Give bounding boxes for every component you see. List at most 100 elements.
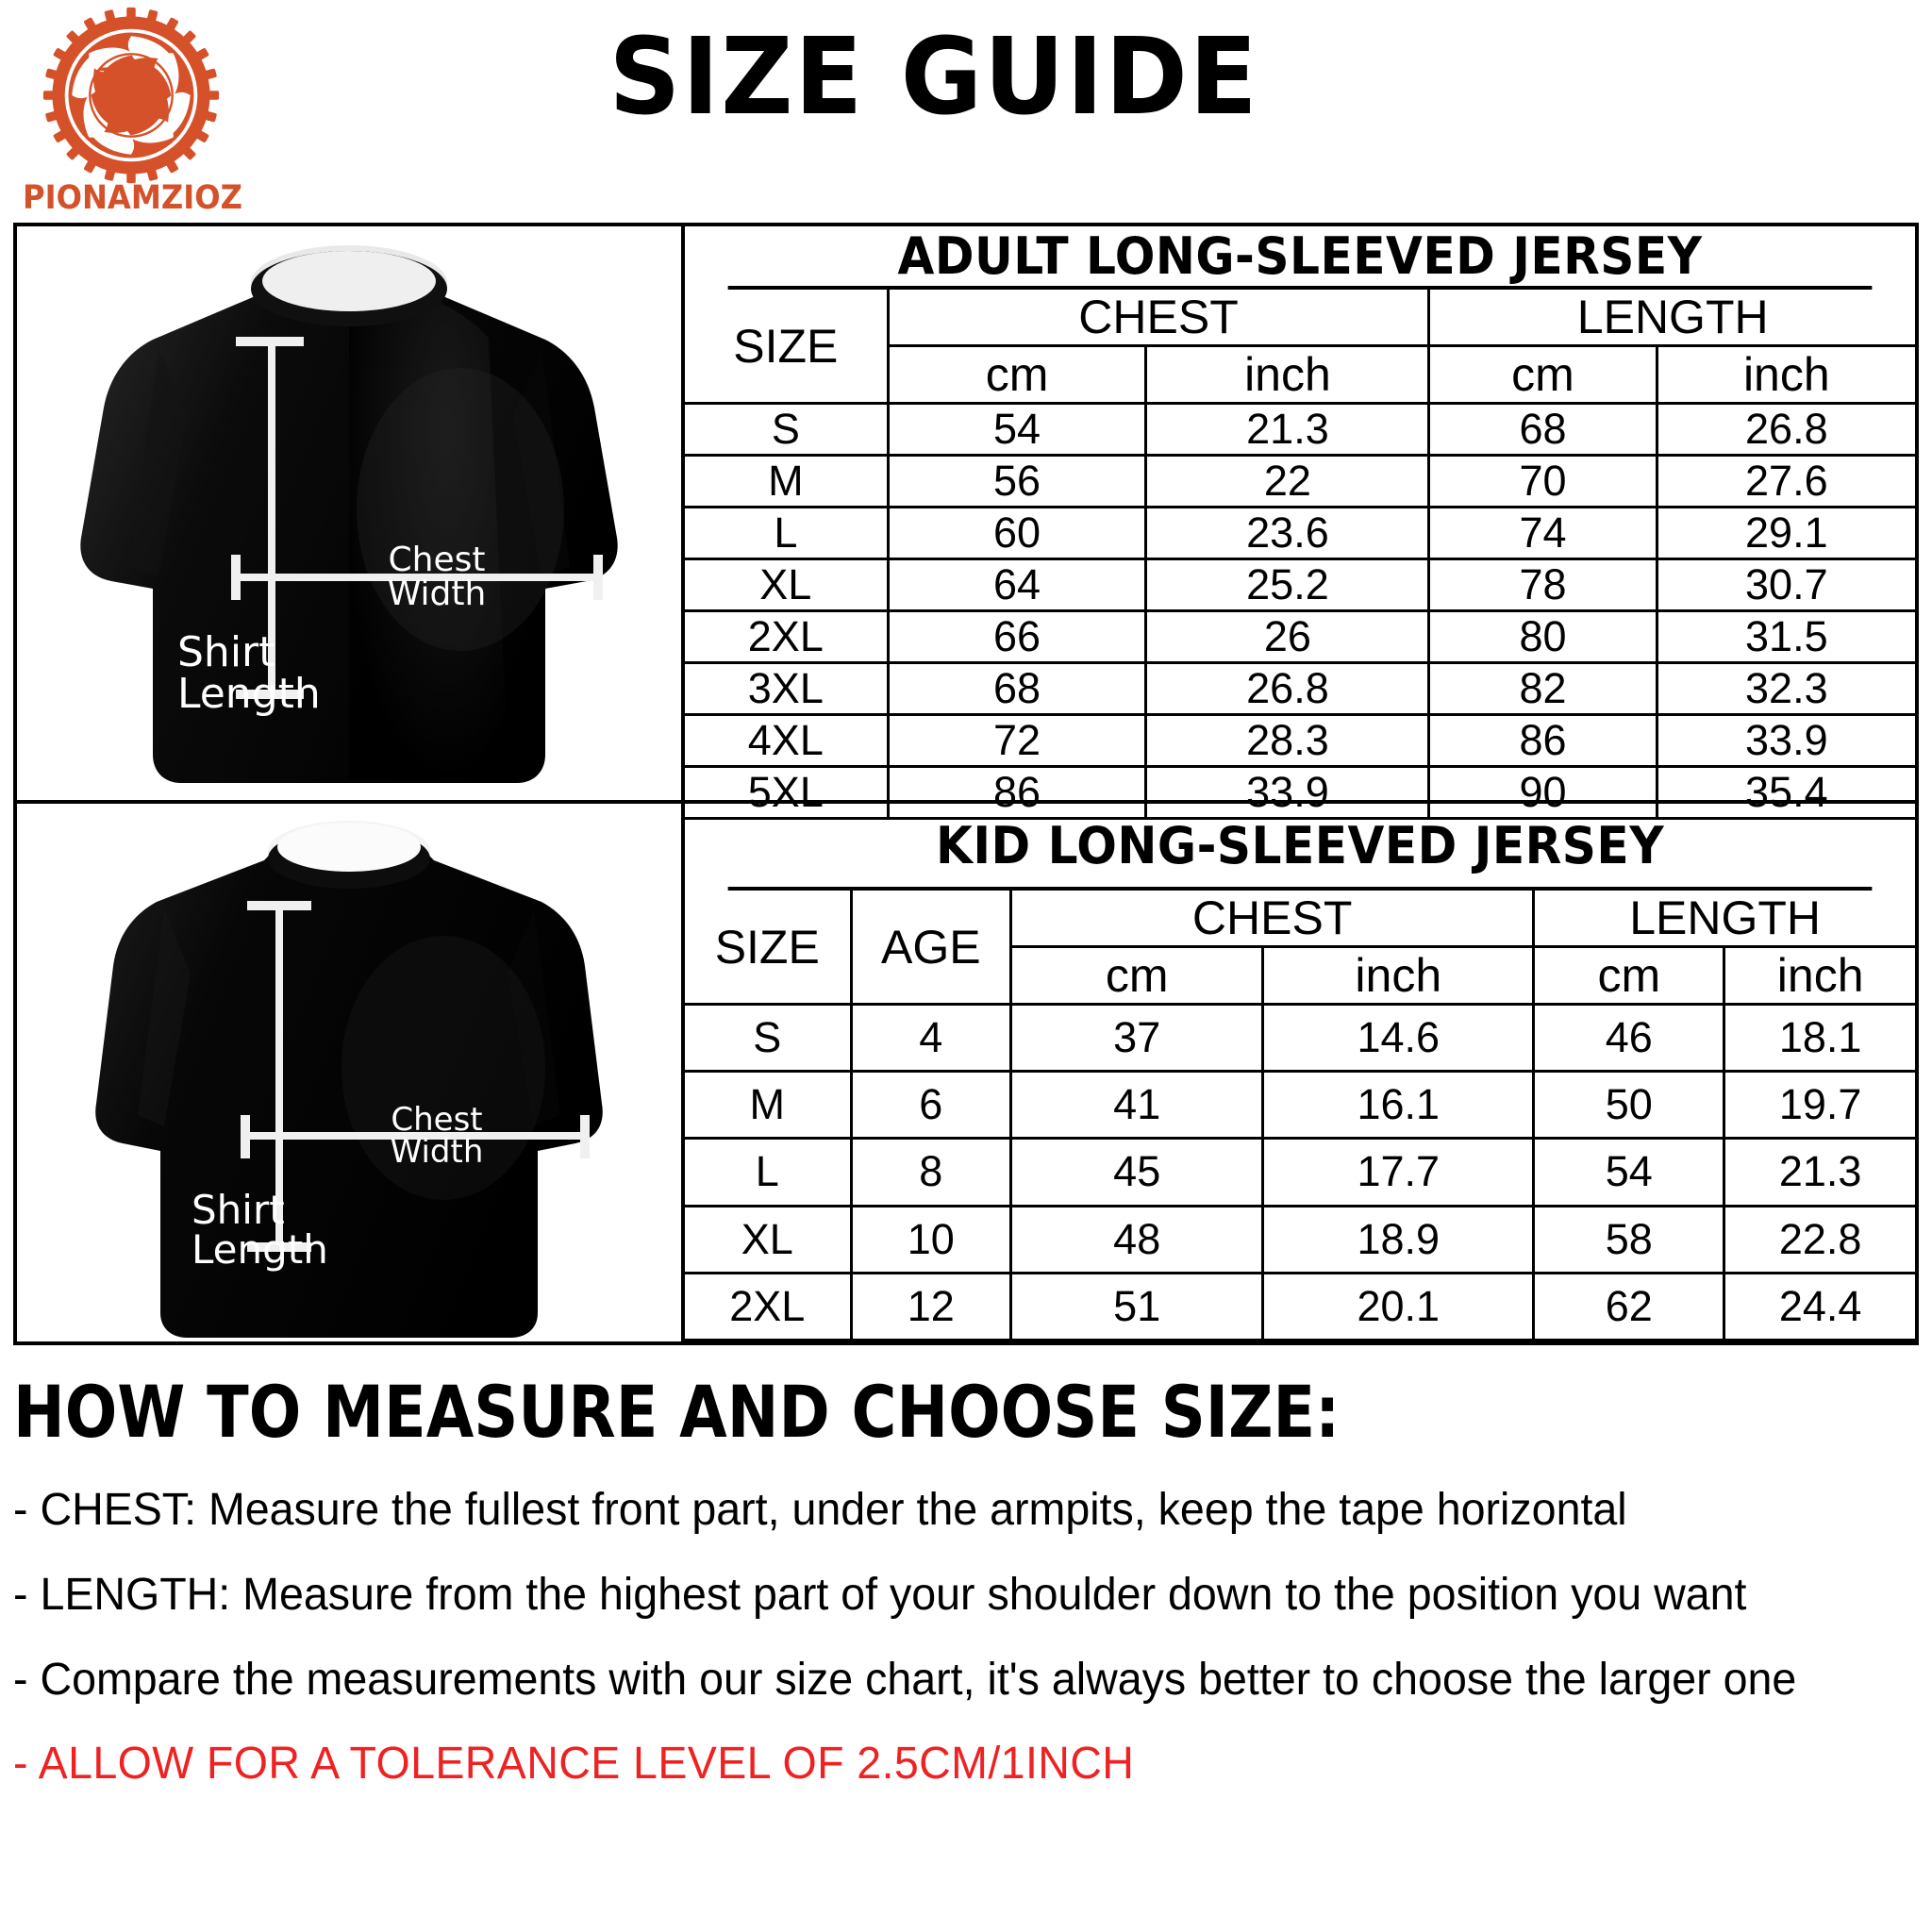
cell-length-cm: 46 [1532, 1002, 1726, 1074]
kid-jersey-icon [95, 821, 603, 1338]
illustration-column: Chest Width Shirt Length [17, 226, 685, 1341]
how-to-measure-section: HOW TO MEASURE AND CHOOSE SIZE: - CHEST:… [13, 1370, 1919, 1824]
size-chart-grid: Chest Width Shirt Length [13, 223, 1919, 1345]
cell-length-cm: 82 [1427, 661, 1658, 716]
cell-chest-inch: 25.2 [1144, 558, 1431, 612]
cell-size: 4XL [685, 713, 890, 768]
cell-chest-inch: 23.6 [1144, 506, 1431, 560]
kid-header-length-inch: inch [1723, 945, 1915, 1006]
kid-unit-header-row: cm inch cm inch [685, 945, 1915, 1006]
adult-header-chest-inch: inch [1144, 344, 1431, 405]
table-row: XL 10 48 18.9 58 22.8 [685, 1204, 1915, 1274]
cell-length-inch: 18.1 [1723, 1002, 1915, 1074]
kid-header-size: SIZE [685, 891, 853, 1006]
gear-sprocket-icon: P Z [42, 6, 221, 185]
cell-size: 3XL [685, 661, 890, 716]
brand-logo: P Z [13, 6, 249, 217]
cell-size: L [685, 506, 890, 560]
cell-length-cm: 90 [1427, 765, 1658, 820]
adult-header-size: SIZE [685, 290, 890, 405]
cell-length-inch: 33.9 [1655, 713, 1915, 768]
table-row: 5XL 86 33.9 90 35.4 [685, 765, 1915, 820]
cell-length-cm: 54 [1532, 1137, 1726, 1208]
cell-size: XL [685, 1204, 853, 1274]
instruction-chest: - CHEST: Measure the fullest front part,… [13, 1485, 1627, 1535]
page-title: SIZE GUIDE [608, 16, 1259, 139]
cell-chest-cm: 66 [886, 609, 1148, 664]
cell-size: M [685, 1070, 853, 1141]
adult-header-length-inch: inch [1655, 344, 1915, 405]
cell-length-inch: 32.3 [1655, 661, 1915, 716]
cell-length-cm: 58 [1532, 1204, 1726, 1274]
cell-length-cm: 68 [1427, 402, 1658, 457]
cell-length-inch: 31.5 [1655, 609, 1915, 664]
svg-text:P: P [97, 57, 141, 124]
table-row: M 6 41 16.1 50 19.7 [685, 1070, 1915, 1141]
kid-size-table-section: KID LONG-SLEEVED JERSEY SIZE AGE CHEST L… [685, 804, 1915, 1342]
kid-chest-width-label: Chest Width [390, 1101, 484, 1171]
cell-chest-inch: 26.8 [1144, 661, 1431, 716]
cell-length-inch: 19.7 [1723, 1070, 1915, 1141]
cell-age: 10 [849, 1204, 1013, 1274]
adult-group-header-row: SIZE CHEST LENGTH [685, 290, 1915, 405]
page-header: P Z [0, 0, 1932, 217]
cell-chest-inch: 17.7 [1261, 1137, 1536, 1208]
cell-chest-cm: 45 [1009, 1137, 1265, 1208]
table-row: M 56 22 70 27.6 [685, 454, 1915, 508]
table-row: 3XL 68 26.8 82 32.3 [685, 661, 1915, 716]
kid-header-chest: CHEST [1009, 891, 1536, 948]
adult-jersey-illustration: Chest Width Shirt Length [17, 226, 681, 804]
cell-size: 5XL [685, 765, 890, 820]
cell-length-cm: 78 [1427, 558, 1658, 612]
cell-size: S [685, 1002, 853, 1074]
cell-chest-cm: 48 [1009, 1204, 1265, 1274]
cell-chest-inch: 28.3 [1144, 713, 1431, 768]
table-row: L 60 23.6 74 29.1 [685, 506, 1915, 560]
cell-chest-inch: 16.1 [1261, 1070, 1536, 1141]
adult-header-chest: CHEST [886, 290, 1431, 347]
cell-size: L [685, 1137, 853, 1208]
cell-age: 6 [849, 1070, 1013, 1141]
adult-size-table-section: ADULT LONG-SLEEVED JERSEY SIZE CHEST LEN… [685, 226, 1915, 820]
kid-size-table: SIZE AGE CHEST LENGTH cm inch cm inch S [685, 891, 1915, 1342]
cell-size: 2XL [685, 1271, 853, 1342]
cell-length-inch: 29.1 [1655, 506, 1915, 560]
cell-chest-cm: 86 [886, 765, 1148, 820]
adult-jersey-icon [80, 245, 618, 783]
instruction-compare: - Compare the measurements with our size… [13, 1654, 1797, 1705]
kid-header-chest-cm: cm [1009, 945, 1265, 1006]
table-row: L 8 45 17.7 54 21.3 [685, 1137, 1915, 1208]
cell-length-inch: 27.6 [1655, 454, 1915, 508]
kid-header-length: LENGTH [1532, 891, 1915, 948]
instruction-tolerance: - ALLOW FOR A TOLERANCE LEVEL OF 2.5CM/1… [13, 1739, 1135, 1790]
cell-chest-cm: 54 [886, 402, 1148, 457]
cell-length-inch: 30.7 [1655, 558, 1915, 612]
cell-chest-cm: 37 [1009, 1002, 1265, 1074]
cell-chest-cm: 68 [886, 661, 1148, 716]
cell-length-cm: 62 [1532, 1271, 1726, 1342]
adult-unit-header-row: cm inch cm inch [685, 344, 1915, 405]
tables-column: ADULT LONG-SLEEVED JERSEY SIZE CHEST LEN… [685, 226, 1915, 1342]
table-row: XL 64 25.2 78 30.7 [685, 558, 1915, 612]
cell-size: XL [685, 558, 890, 612]
adult-chest-width-label: Chest Width [387, 541, 487, 613]
cell-chest-inch: 20.1 [1261, 1271, 1536, 1342]
cell-chest-cm: 51 [1009, 1271, 1265, 1342]
cell-length-cm: 50 [1532, 1070, 1726, 1141]
table-row: 4XL 72 28.3 86 33.9 [685, 713, 1915, 768]
cell-size: M [685, 454, 890, 508]
cell-chest-inch: 33.9 [1144, 765, 1431, 820]
cell-age: 8 [849, 1137, 1013, 1208]
cell-chest-cm: 56 [886, 454, 1148, 508]
kid-shirt-length-label: Shirt Length [192, 1187, 328, 1273]
kid-table-caption: KID LONG-SLEEVED JERSEY [727, 804, 1873, 891]
kid-header-age: AGE [849, 891, 1013, 1006]
cell-length-cm: 70 [1427, 454, 1658, 508]
cell-size: 2XL [685, 609, 890, 664]
cell-chest-cm: 64 [886, 558, 1148, 612]
how-to-measure-title: HOW TO MEASURE AND CHOOSE SIZE: [13, 1370, 1341, 1454]
cell-length-inch: 35.4 [1655, 765, 1915, 820]
instruction-length: - LENGTH: Measure from the highest part … [13, 1569, 1747, 1620]
kid-header-length-cm: cm [1532, 945, 1726, 1006]
table-row: S 4 37 14.6 46 18.1 [685, 1002, 1915, 1074]
